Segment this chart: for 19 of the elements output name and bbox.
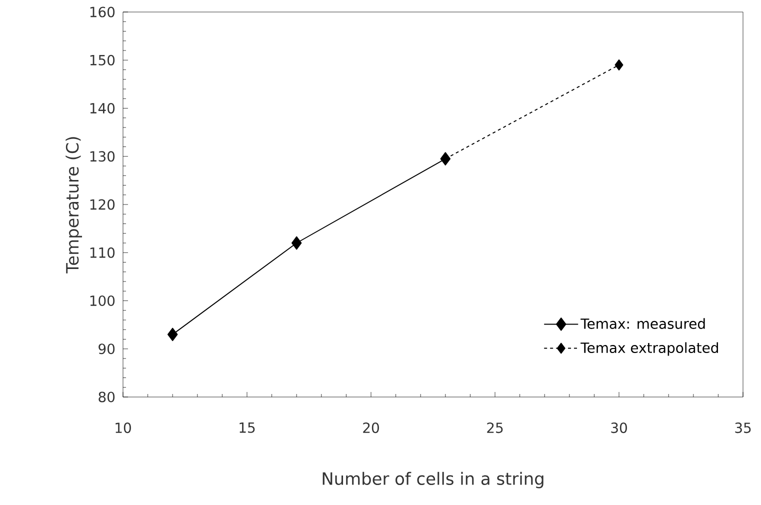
x-axis-title: Number of cells in a string <box>322 472 544 488</box>
y-tick-label: 150 <box>90 54 115 66</box>
y-tick-label: 140 <box>90 102 115 114</box>
legend-label: Temax: measured <box>580 318 705 329</box>
y-tick-label: 160 <box>90 6 115 18</box>
x-tick-label: 25 <box>487 422 503 434</box>
x-tick-label: 30 <box>611 422 627 434</box>
y-tick-label: 90 <box>98 344 115 354</box>
y-tick-label: 80 <box>98 392 115 402</box>
y-tick-label: 110 <box>90 247 115 258</box>
legend-label: Temax extrapolated <box>580 342 718 356</box>
y-tick-label: 130 <box>90 151 115 162</box>
x-tick-label: 35 <box>735 422 751 434</box>
x-tick-label: 10 <box>116 422 131 434</box>
y-axis-title: Temperature (C) <box>66 137 82 274</box>
x-tick-label: 20 <box>363 422 379 434</box>
x-tick-label: 15 <box>240 422 255 433</box>
y-tick-label: 120 <box>90 199 115 210</box>
y-tick-label: 100 <box>90 295 115 306</box>
